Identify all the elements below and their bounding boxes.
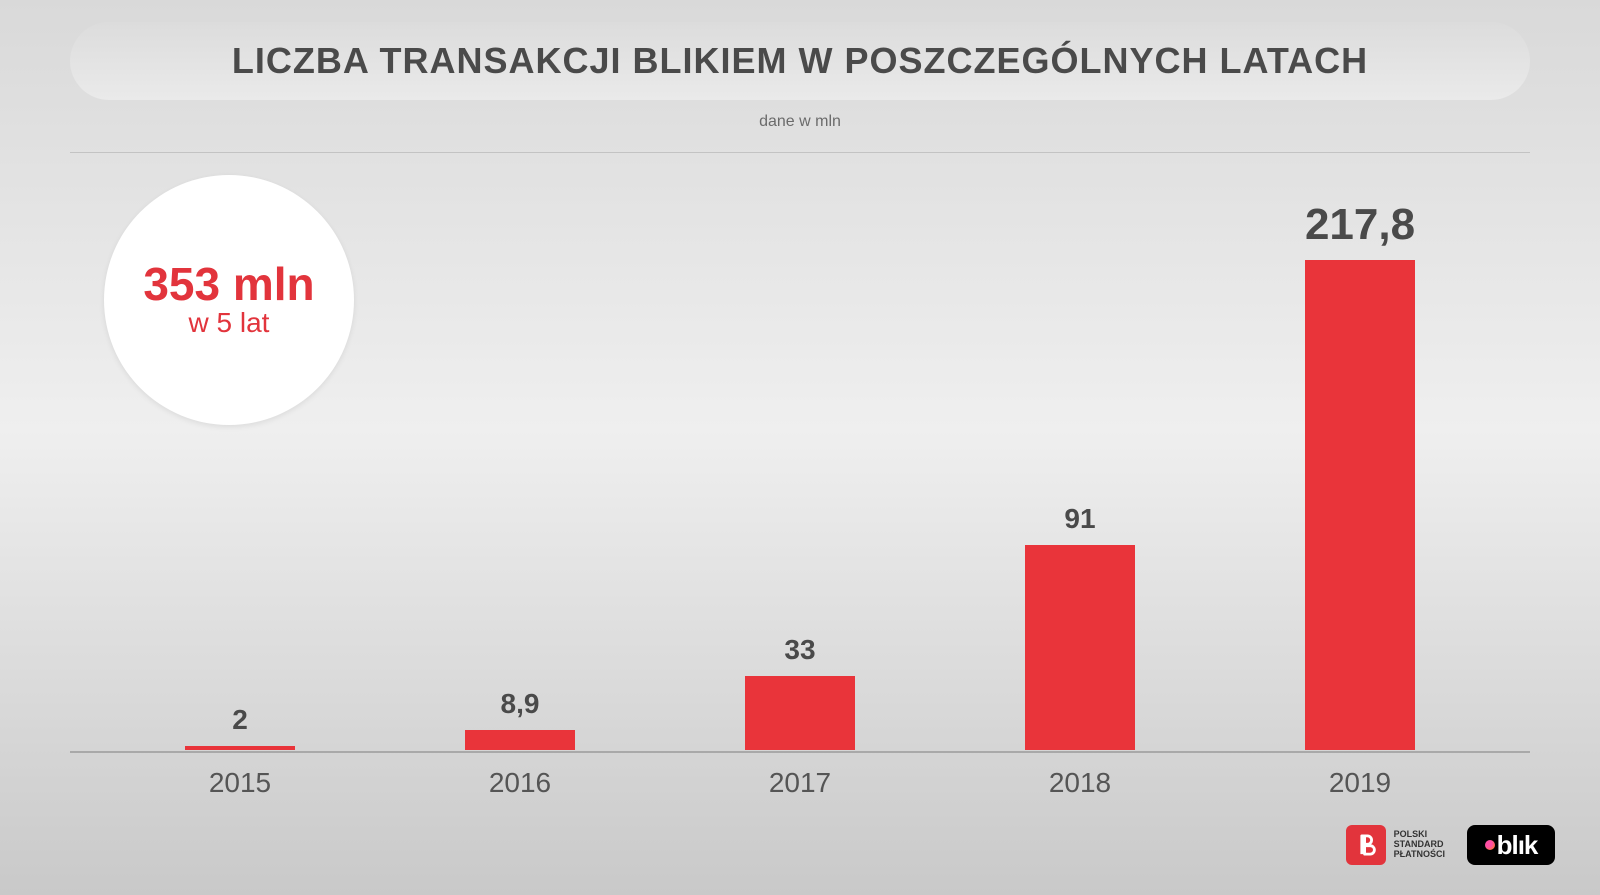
logos: POLSKI STANDARD PŁATNOŚCI blık	[1346, 825, 1555, 865]
bar-slot: 8,9	[380, 688, 660, 750]
bar-value-label: 8,9	[501, 688, 540, 720]
bar-slot: 217,8	[1220, 200, 1500, 750]
x-tick-label: 2017	[660, 767, 940, 799]
blik-dot-icon	[1485, 840, 1495, 850]
bar	[1305, 260, 1415, 750]
bar-chart: 28,93391217,8	[100, 210, 1500, 750]
bar	[1025, 545, 1135, 750]
x-tick-label: 2016	[380, 767, 660, 799]
blik-logo: blık	[1467, 825, 1555, 865]
bar-value-label: 2	[232, 704, 248, 736]
x-axis-ticks: 20152016201720182019	[100, 767, 1500, 799]
x-tick-label: 2018	[940, 767, 1220, 799]
bar-slot: 33	[660, 634, 940, 750]
blik-text: blık	[1497, 830, 1538, 861]
bar-value-label: 33	[784, 634, 815, 666]
psp-mark-icon	[1346, 825, 1386, 865]
bars-container: 28,93391217,8	[100, 210, 1500, 750]
bar	[185, 746, 295, 751]
title-pill: LICZBA TRANSAKCJI BLIKIEM W POSZCZEGÓLNY…	[70, 22, 1530, 100]
bar	[465, 730, 575, 750]
chart-title: LICZBA TRANSAKCJI BLIKIEM W POSZCZEGÓLNY…	[232, 40, 1368, 82]
infographic-canvas: LICZBA TRANSAKCJI BLIKIEM W POSZCZEGÓLNY…	[0, 0, 1600, 895]
bar-value-label: 91	[1064, 503, 1095, 535]
psp-text: POLSKI STANDARD PŁATNOŚCI	[1394, 830, 1445, 860]
x-axis-line	[70, 751, 1530, 753]
bar	[745, 676, 855, 750]
bar-value-label: 217,8	[1305, 200, 1415, 250]
chart-subtitle: dane w mln	[0, 113, 1600, 131]
bar-slot: 2	[100, 704, 380, 751]
psp-logo: POLSKI STANDARD PŁATNOŚCI	[1346, 825, 1445, 865]
bar-slot: 91	[940, 503, 1220, 750]
x-tick-label: 2019	[1220, 767, 1500, 799]
x-tick-label: 2015	[100, 767, 380, 799]
gridline	[70, 152, 1530, 153]
psp-line3: PŁATNOŚCI	[1394, 850, 1445, 860]
